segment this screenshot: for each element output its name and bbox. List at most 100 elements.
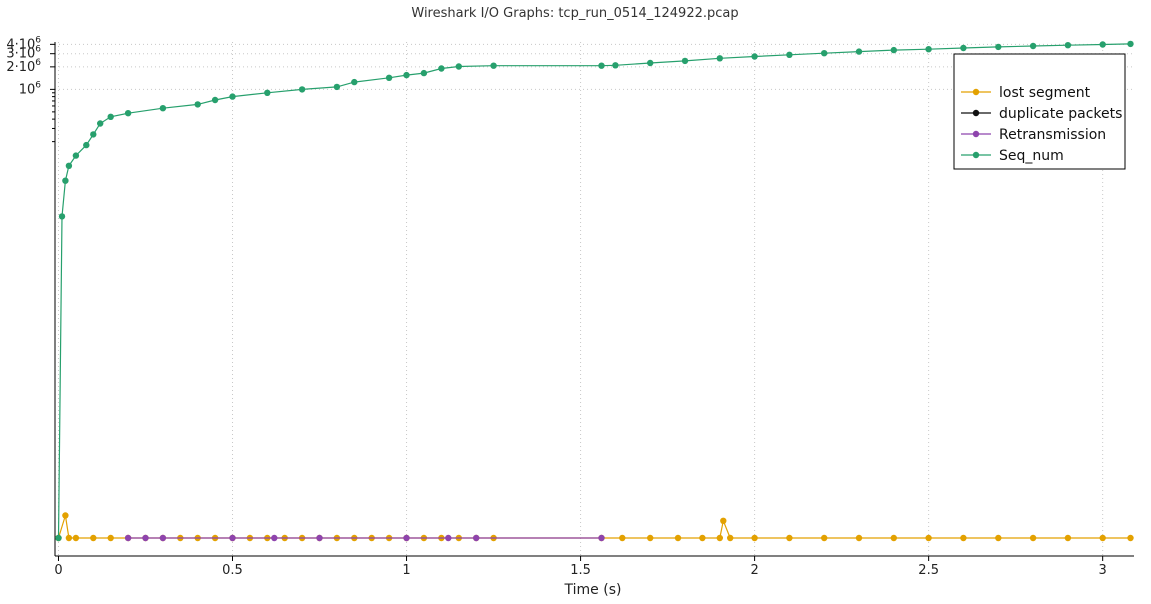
data-point: [995, 534, 1002, 542]
data-point: [720, 517, 727, 524]
data-point: [786, 51, 793, 58]
data-point: [438, 65, 445, 72]
legend-item[interactable]: Seq_num: [961, 148, 1064, 164]
data-point: [107, 113, 114, 121]
data-point: [351, 78, 358, 86]
data-point: [647, 59, 654, 67]
data-point: [445, 534, 452, 542]
x-tick-label: 0.5: [222, 563, 243, 578]
data-point: [925, 534, 932, 542]
data-point: [55, 534, 62, 542]
data-point: [124, 534, 132, 542]
grid: [55, 42, 1134, 556]
series-layer: [55, 40, 1134, 542]
data-point: [473, 534, 480, 542]
data-point: [72, 152, 80, 159]
data-point: [264, 89, 271, 97]
data-point: [490, 62, 497, 69]
legend-label: Retransmission: [999, 127, 1106, 143]
data-point: [1099, 534, 1106, 542]
legend-box: [953, 53, 1126, 170]
x-tick-label: 0: [54, 563, 62, 578]
data-point: [1099, 41, 1106, 48]
data-point: [65, 162, 73, 169]
y-tick-label: 2·106: [6, 58, 41, 75]
legend-label: Seq_num: [999, 148, 1064, 164]
data-point: [786, 534, 793, 542]
x-tick-label: 2: [750, 563, 758, 578]
data-point: [612, 62, 619, 69]
data-point: [333, 83, 341, 91]
data-point: [58, 213, 66, 220]
data-point: [855, 48, 863, 55]
data-point: [598, 534, 605, 542]
data-point: [681, 57, 689, 65]
chart-title: Wireshark I/O Graphs: tcp_run_0514_12492…: [411, 6, 738, 21]
data-point: [699, 534, 706, 542]
x-tick-label: 1: [402, 563, 410, 578]
data-point: [159, 105, 167, 112]
data-point: [960, 44, 967, 52]
legend-item[interactable]: lost segment: [961, 85, 1091, 101]
x-tick-label: 3: [1099, 563, 1107, 578]
data-point: [62, 512, 69, 519]
data-point: [890, 534, 897, 542]
data-point: [751, 534, 758, 542]
data-point: [1064, 42, 1072, 49]
legend-swatch-marker: [972, 88, 980, 96]
data-point: [90, 534, 97, 542]
data-point: [995, 43, 1002, 51]
data-point: [716, 55, 723, 62]
data-point: [124, 110, 132, 117]
data-point: [271, 534, 278, 542]
data-point: [855, 534, 863, 542]
data-point: [960, 534, 967, 542]
x-tick-label: 2.5: [918, 563, 939, 578]
data-point: [1029, 534, 1037, 542]
data-point: [821, 50, 828, 57]
axes: [54, 42, 1134, 557]
legend-item[interactable]: Retransmission: [961, 127, 1106, 143]
legend-label: lost segment: [999, 85, 1091, 101]
series-retransmission: [124, 534, 605, 542]
y-tick-label: 3·106: [6, 45, 41, 62]
data-point: [1029, 42, 1037, 50]
y-tick-label: 106: [19, 80, 42, 97]
series-seq-num: [55, 40, 1134, 542]
legend[interactable]: lost segment duplicate packets Retransmiss…: [953, 53, 1126, 170]
data-point: [420, 69, 428, 77]
data-point: [925, 46, 932, 53]
data-point: [619, 534, 626, 542]
data-point: [598, 62, 605, 69]
data-point: [62, 177, 69, 184]
data-point: [751, 53, 758, 60]
data-point: [716, 534, 723, 542]
data-point: [1127, 534, 1134, 542]
data-point: [403, 71, 410, 79]
data-point: [90, 131, 97, 138]
data-point: [821, 534, 828, 542]
data-point: [727, 534, 734, 542]
legend-swatch-marker: [972, 130, 980, 138]
data-point: [890, 46, 897, 54]
data-point: [97, 120, 104, 127]
data-point: [65, 534, 73, 542]
series-line: [57, 515, 1131, 539]
data-point: [229, 93, 236, 100]
data-point: [647, 534, 654, 542]
data-point: [385, 74, 393, 82]
data-point: [194, 101, 201, 108]
data-point: [211, 96, 219, 104]
data-point: [316, 534, 323, 542]
data-point: [674, 534, 682, 542]
data-point: [159, 534, 167, 542]
legend-item[interactable]: duplicate packets: [961, 106, 1122, 122]
data-point: [1127, 40, 1134, 48]
y-tick-label: 4·106: [6, 35, 41, 52]
x-axis-ticks: 0 0.5 1 1.5 2 2.5 3: [54, 556, 1107, 578]
data-point: [298, 86, 306, 93]
data-point: [83, 141, 90, 149]
data-point: [403, 534, 410, 542]
